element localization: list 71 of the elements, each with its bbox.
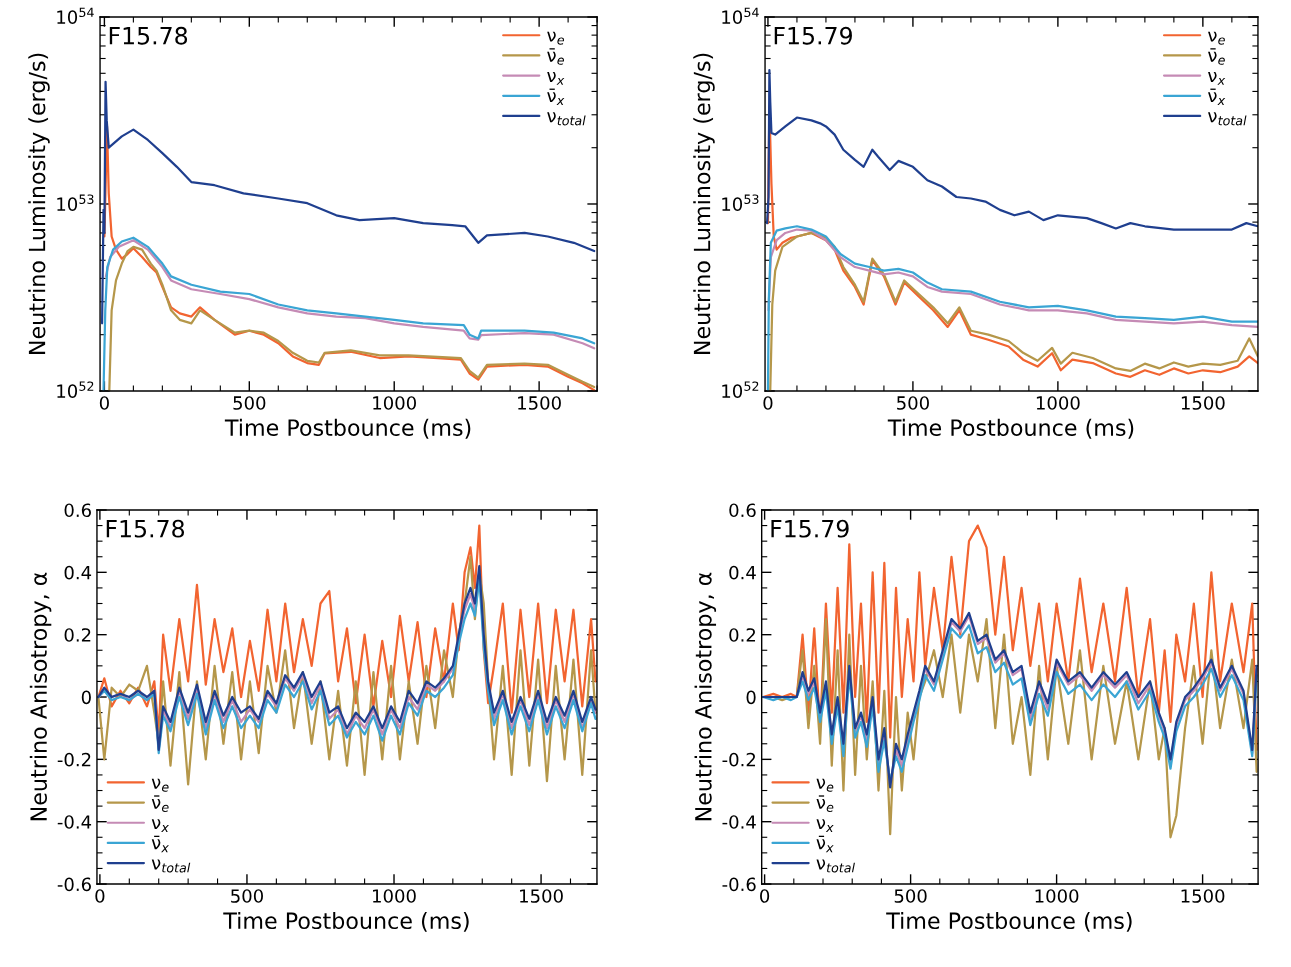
legend-label: ν$_{x}$ bbox=[1208, 72, 1226, 85]
x-tick-label: 1000 bbox=[373, 396, 416, 410]
legend-label: ν̄$_{e}$ bbox=[1208, 48, 1225, 65]
y-tick-label: 0.6 bbox=[64, 503, 91, 518]
y-axis-title: Neutrino Luminosity (erg/s) bbox=[693, 53, 715, 354]
legend-label: ν̄$_{x}$ bbox=[547, 88, 565, 105]
x-tick-label: 0 bbox=[99, 396, 109, 410]
line-series bbox=[765, 69, 1258, 231]
x-tick-label: 500 bbox=[897, 396, 929, 410]
y-axis-title: Neutrino Anisotropy, α bbox=[29, 572, 52, 821]
x-axis-title: Time Postbounce (ms) bbox=[224, 418, 471, 439]
y-tick-label: 10$^{54}$ bbox=[57, 7, 94, 25]
legend-label: ν$_{total}$ bbox=[816, 859, 855, 873]
y-tick-label: 0.4 bbox=[729, 565, 756, 580]
legend-label: ν̄$_{e}$ bbox=[816, 795, 834, 812]
legend-label: ν$_{x}$ bbox=[151, 819, 169, 832]
x-tick-label: 1000 bbox=[1035, 889, 1079, 903]
annotation: F15.78 bbox=[109, 26, 188, 45]
legend-label: ν$_{x}$ bbox=[816, 819, 834, 832]
line-series bbox=[104, 239, 596, 350]
legend-label: ν$_{e}$ bbox=[547, 31, 564, 45]
x-axis-title: Time Postbounce (ms) bbox=[886, 911, 1132, 932]
x-tick-label: 0 bbox=[95, 889, 105, 903]
legend-label: ν̄$_{e}$ bbox=[547, 48, 564, 65]
legend-label: ν$_{e}$ bbox=[816, 778, 834, 792]
y-tick-label: -0.2 bbox=[57, 752, 91, 767]
legend-label: ν̄$_{x}$ bbox=[151, 835, 169, 853]
y-tick-label: 10$^{53}$ bbox=[57, 194, 94, 211]
y-axis-title: Neutrino Luminosity (erg/s) bbox=[28, 53, 50, 354]
y-tick-label: -0.2 bbox=[722, 752, 756, 767]
annotation: F15.79 bbox=[771, 519, 849, 538]
x-axis-title: Time Postbounce (ms) bbox=[887, 418, 1134, 439]
x-tick-label: 1500 bbox=[1181, 396, 1225, 410]
y-axis-title: Neutrino Anisotropy, α bbox=[694, 572, 717, 821]
x-tick-label: 1500 bbox=[1181, 889, 1225, 903]
x-tick-label: 0 bbox=[763, 396, 773, 410]
legend-label: ν$_{x}$ bbox=[547, 72, 565, 85]
legend-label: ν$_{total}$ bbox=[151, 859, 191, 873]
legend-label: ν$_{total}$ bbox=[547, 112, 586, 126]
y-tick-label: 10$^{52}$ bbox=[57, 381, 94, 398]
legend-label: ν$_{e}$ bbox=[1208, 31, 1225, 45]
y-tick-label: 0.4 bbox=[64, 565, 92, 580]
y-tick-label: 10$^{52}$ bbox=[722, 381, 759, 398]
x-tick-label: 500 bbox=[894, 889, 927, 903]
y-tick-label: 0.2 bbox=[64, 628, 91, 642]
annotation: F15.78 bbox=[106, 519, 185, 538]
x-tick-label: 1500 bbox=[518, 396, 561, 410]
y-tick-label: -0.6 bbox=[57, 877, 91, 892]
x-tick-label: 0 bbox=[760, 889, 770, 903]
y-tick-label: 0.6 bbox=[729, 503, 756, 518]
line-series bbox=[767, 228, 1258, 329]
legend-label: ν̄$_{x}$ bbox=[1208, 88, 1226, 105]
y-tick-label: 10$^{53}$ bbox=[722, 194, 759, 211]
x-tick-label: 500 bbox=[233, 396, 266, 410]
y-tick-label: 0 bbox=[746, 690, 756, 705]
y-tick-label: 10$^{54}$ bbox=[722, 7, 759, 25]
annotation: F15.79 bbox=[774, 26, 852, 45]
x-tick-label: 1500 bbox=[520, 889, 563, 903]
legend-label: ν$_{total}$ bbox=[1208, 112, 1247, 126]
legend-label: ν$_{e}$ bbox=[151, 778, 169, 792]
x-tick-label: 1000 bbox=[1036, 396, 1080, 410]
y-tick-label: -0.4 bbox=[722, 815, 756, 829]
x-tick-label: 1000 bbox=[373, 889, 416, 903]
y-tick-label: -0.6 bbox=[722, 877, 756, 892]
legend-label: ν̄$_{e}$ bbox=[151, 795, 169, 812]
x-tick-label: 500 bbox=[231, 889, 263, 903]
x-axis-title: Time Postbounce (ms) bbox=[223, 911, 469, 932]
y-tick-label: 0.2 bbox=[729, 628, 756, 642]
legend-label: ν̄$_{x}$ bbox=[816, 835, 834, 853]
y-tick-label: 0 bbox=[81, 690, 91, 705]
y-tick-label: -0.4 bbox=[57, 815, 92, 829]
